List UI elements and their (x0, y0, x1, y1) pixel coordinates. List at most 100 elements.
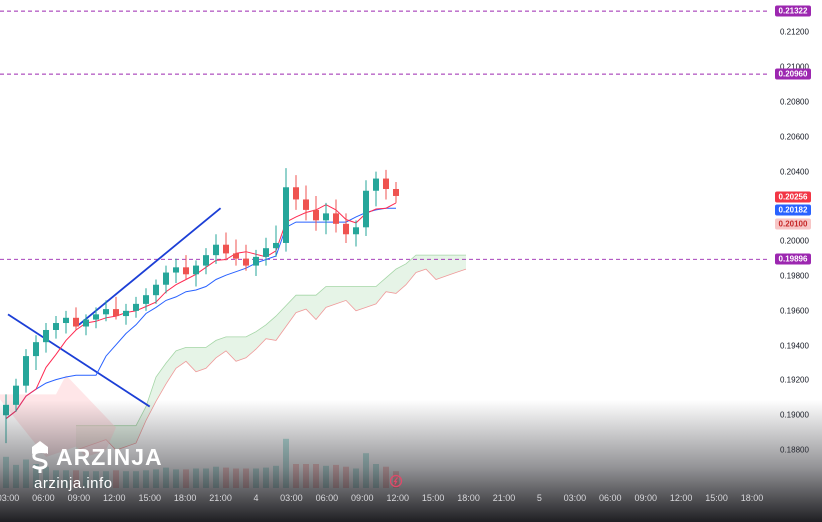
volume-bar (13, 464, 19, 488)
candle-body (373, 178, 379, 191)
volume-bar (183, 469, 189, 488)
volume-bar (313, 464, 319, 488)
candle-body (233, 253, 239, 259)
cloud-span-b (75, 268, 467, 451)
time-tick-label: 18:00 (740, 493, 764, 503)
candle-body (93, 314, 99, 320)
candle-body (293, 187, 299, 200)
time-tick-label: 09:00 (67, 493, 91, 503)
volume-bar (163, 467, 169, 488)
candle-body (183, 267, 189, 275)
candle-body (23, 356, 29, 386)
candle-body (73, 317, 79, 327)
candle-body (83, 319, 89, 327)
volume-bar (223, 467, 229, 488)
time-tick-label: 12:00 (386, 493, 409, 503)
candle-body (53, 323, 59, 330)
volume-bar (3, 456, 9, 488)
price-badge: 0.20256 (775, 191, 811, 203)
time-tick-label: 21:00 (492, 493, 516, 503)
time-tick-label: 06:00 (599, 493, 622, 503)
candle-body (63, 317, 69, 324)
time-axis[interactable]: 03:00 06:00 09:00 12:00 15:00 18:00 21:00 4 03:0… (0, 489, 770, 509)
volume-bar (343, 466, 349, 488)
price-tick-label: 0.20000 (780, 236, 809, 246)
ichimoku-cloud (76, 255, 466, 451)
volume-bar (363, 453, 369, 488)
price-badge: 0.19896 (775, 253, 811, 265)
time-tick-label: 4 (253, 493, 259, 503)
candle-body (353, 227, 359, 235)
volume-bar (253, 468, 259, 488)
volume-bar (23, 459, 29, 488)
candle-body (223, 244, 229, 254)
candle-body (283, 187, 289, 243)
candle-body (263, 248, 269, 257)
candle-body (393, 189, 399, 196)
candle-body (253, 256, 259, 266)
candle-body (113, 309, 119, 317)
candle-body (203, 255, 209, 266)
volume-bar (303, 464, 309, 488)
time-tick-label: 18:00 (173, 493, 197, 503)
candle-body (103, 309, 109, 315)
price-tick-label: 0.21000 (780, 62, 809, 72)
price-tick-label: 0.20400 (780, 167, 809, 177)
brand-url: arzinja.info (34, 475, 113, 492)
price-tick-label: 0.21200 (780, 27, 809, 37)
brand-logo: ARZINJA (30, 440, 163, 474)
price-badge: 0.20960 (775, 68, 811, 80)
time-tick-label: 12:00 (669, 493, 693, 503)
volume-bar (233, 468, 239, 488)
candle-body (43, 329, 49, 343)
candle-body (333, 213, 339, 224)
volume-bar (323, 465, 329, 488)
time-tick-label: 12:00 (103, 493, 126, 503)
volume-bar (293, 464, 299, 488)
candle-body (123, 310, 129, 317)
time-tick-label: 06:00 (315, 493, 339, 503)
volume-bar (333, 464, 339, 488)
arzinja-logo-icon (32, 441, 48, 473)
time-tick-label: 03:00 (0, 493, 20, 503)
price-tick-label: 0.20800 (780, 97, 809, 107)
candle-body (363, 190, 369, 228)
candle-body (313, 209, 319, 221)
brand-name: ARZINJA (56, 443, 163, 470)
candle-body (243, 258, 249, 266)
volume-bar (283, 438, 289, 488)
candle-body (163, 272, 169, 285)
candle-body (383, 178, 389, 190)
time-tick-label: 06:00 (32, 493, 55, 503)
price-tick-label: 0.19800 (780, 271, 809, 281)
volume-bar (193, 468, 199, 488)
price-tick-label: 0.19600 (780, 306, 809, 316)
candle-body (173, 267, 179, 273)
time-tick-label: 15:00 (138, 493, 161, 503)
time-tick-label: 5 (536, 493, 542, 503)
price-tick-label: 0.19000 (780, 410, 809, 420)
volume-bar (353, 468, 359, 488)
candle-body (33, 342, 39, 357)
candle-body (3, 404, 9, 416)
price-tick-label: 0.19200 (780, 375, 809, 385)
volume-bar (213, 466, 219, 488)
volume-bar (263, 467, 269, 488)
candle-body (273, 242, 279, 249)
time-tick-label: 18:00 (457, 493, 480, 503)
volume-bar (373, 464, 379, 488)
candle-body (133, 303, 139, 311)
candle-body (323, 213, 329, 221)
time-tick-label: 09:00 (634, 493, 657, 503)
trendline-1 (78, 207, 222, 326)
volume-bar (203, 468, 209, 488)
time-tick-label: 09:00 (351, 493, 374, 503)
price-tick-label: 0.20600 (780, 132, 809, 142)
replay-icon[interactable] (389, 474, 403, 488)
candle-body (193, 265, 199, 275)
candle-body (343, 223, 349, 235)
base-line (5, 207, 396, 420)
price-tick-label: 0.19400 (780, 341, 809, 351)
price-badge: 0.21322 (775, 5, 811, 17)
